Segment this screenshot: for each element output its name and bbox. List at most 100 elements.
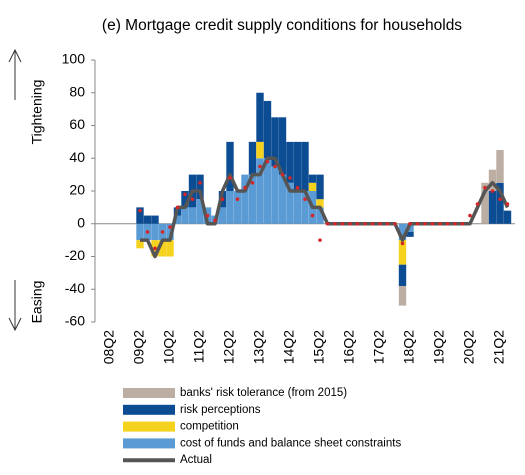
dot [370, 221, 375, 226]
bar [286, 182, 294, 224]
bar [158, 240, 167, 257]
dot [243, 185, 247, 190]
dot [273, 164, 277, 169]
bar [248, 174, 257, 224]
dot [175, 205, 180, 210]
bar [181, 207, 189, 224]
bar [181, 191, 189, 208]
bar [226, 191, 234, 224]
bar [263, 100, 272, 159]
dot [160, 230, 165, 234]
bar [271, 117, 279, 167]
x-tick-label: 11Q2 [191, 330, 207, 363]
x-tick-label: 18Q2 [401, 330, 417, 364]
x-tick-label: 09Q2 [131, 330, 147, 364]
dot [280, 172, 285, 177]
dot [325, 221, 330, 226]
legend-swatch [123, 421, 175, 432]
y-label-bottom: Easing [29, 281, 45, 324]
bar [233, 191, 242, 224]
bar [263, 158, 272, 224]
arrow-down [8, 280, 22, 332]
bar [271, 166, 279, 224]
y-tick-label: -20 [65, 247, 85, 263]
dot [318, 238, 322, 242]
y-tick-label: 20 [69, 182, 85, 198]
dot [303, 197, 307, 201]
dot [258, 164, 262, 169]
dot [168, 225, 172, 229]
dot [430, 221, 435, 226]
x-tick-label: 21Q2 [491, 330, 507, 364]
bar [196, 199, 204, 224]
bar [278, 117, 287, 175]
x-tick-label: 08Q2 [101, 330, 117, 364]
dot [490, 189, 495, 193]
bar [136, 223, 144, 241]
dot [453, 221, 457, 226]
bar [398, 285, 407, 306]
legend-label: Actual [180, 454, 212, 466]
dot [205, 213, 210, 218]
bar [308, 174, 317, 183]
dot [415, 221, 420, 226]
bar [218, 207, 227, 224]
bar [278, 174, 287, 224]
y-tick-label: 60 [69, 116, 85, 132]
dot [505, 202, 510, 206]
bar [173, 215, 182, 224]
dot [340, 221, 345, 226]
dot [423, 221, 427, 226]
bar [503, 210, 512, 224]
x-tick-label: 13Q2 [251, 330, 267, 364]
dot [475, 202, 480, 206]
dot [438, 221, 442, 226]
dot [468, 213, 472, 218]
y-tick-label: 80 [69, 83, 85, 99]
y-tick-label: 100 [62, 51, 86, 67]
legend-swatch [123, 404, 175, 415]
arrow-up [8, 48, 22, 100]
bar [196, 174, 204, 200]
dot [235, 197, 240, 201]
dot [183, 192, 187, 197]
bar [151, 223, 159, 241]
dot [198, 181, 202, 185]
bar [151, 215, 159, 224]
bar [488, 191, 497, 224]
x-tick-label: 20Q2 [461, 330, 477, 364]
bar [136, 240, 144, 249]
bar [226, 141, 234, 191]
dot [190, 197, 195, 201]
dot [288, 176, 292, 180]
x-tick-label: 15Q2 [311, 330, 327, 364]
bar [166, 240, 174, 257]
dot [228, 176, 232, 180]
bar [496, 182, 504, 224]
bar [316, 174, 324, 200]
bar [286, 141, 294, 183]
bar [143, 215, 152, 224]
dot [393, 221, 397, 226]
bar [398, 264, 407, 286]
dot [348, 221, 352, 226]
bar [406, 231, 414, 237]
dot [408, 221, 412, 226]
bar [316, 199, 324, 208]
bar [308, 182, 317, 191]
bar [256, 158, 264, 224]
x-tick-label: 19Q2 [431, 330, 447, 364]
bar [488, 169, 497, 191]
dot [445, 221, 450, 226]
x-tick-label: 16Q2 [341, 330, 357, 364]
x-tick-label: 17Q2 [371, 330, 387, 364]
bar [293, 191, 302, 224]
legend-label: cost of funds and balance sheet constrai… [180, 437, 401, 449]
bar [496, 150, 504, 183]
bar [398, 223, 407, 241]
y-tick-label: 0 [77, 214, 85, 230]
bar [136, 207, 144, 224]
y-tick-label: 40 [69, 149, 85, 165]
bar [316, 207, 324, 224]
